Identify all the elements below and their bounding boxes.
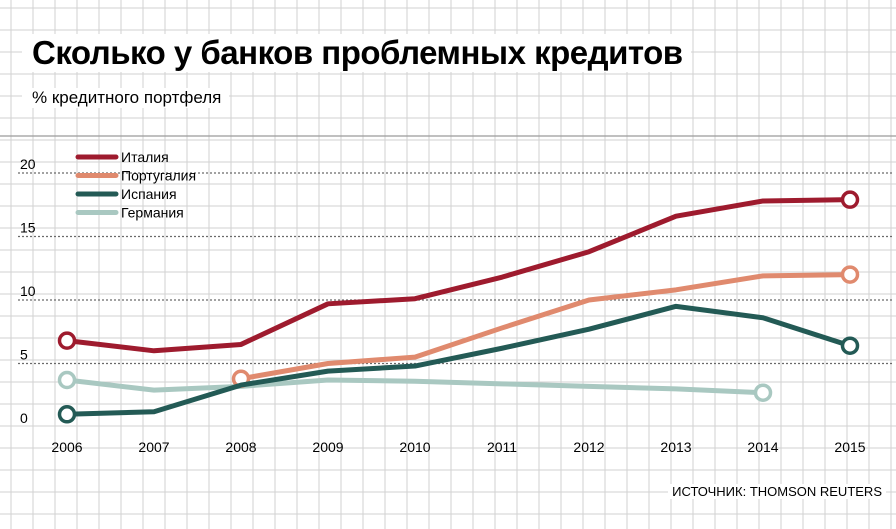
y-tick-label: 5 (20, 347, 28, 363)
data-point (152, 410, 156, 414)
data-point (840, 190, 860, 209)
data-point (57, 370, 77, 390)
legend-label: Италия (121, 149, 169, 165)
data-point (326, 378, 330, 382)
legend: Италия Португалия Испания Германия (75, 149, 196, 221)
data-point (840, 336, 860, 355)
series-line-0 (64, 197, 853, 354)
data-point (57, 405, 77, 424)
data-point (500, 346, 504, 350)
data-point (761, 274, 765, 278)
data-point (587, 327, 591, 331)
data-point (761, 316, 765, 320)
y-tick-label: 10 (20, 283, 36, 299)
x-tick-label: 2012 (573, 439, 604, 455)
series-line-1 (238, 272, 853, 382)
data-point (674, 304, 678, 308)
data-point (840, 265, 860, 284)
data-point (413, 379, 417, 383)
x-tick-label: 2013 (660, 439, 691, 455)
legend-label: Германия (121, 205, 184, 221)
x-tick-label: 2006 (51, 439, 82, 455)
x-tick-label: 2014 (747, 439, 778, 455)
data-point (500, 275, 504, 279)
y-tick-label: 0 (20, 410, 28, 426)
data-point (500, 326, 504, 330)
source-note: ИСТОЧНИК: THOMSON REUTERS (668, 484, 886, 499)
x-tick-labels: 2006 2007 2008 2009 2010 2011 2012 2013 2014 2015 (51, 439, 865, 455)
x-tick-label: 2009 (312, 439, 343, 455)
data-point (326, 362, 330, 365)
data-point (753, 383, 773, 402)
data-point (587, 384, 591, 388)
legend-label: Испания (121, 186, 177, 202)
chart-title: Сколько у банков проблемных кредитов (22, 34, 691, 72)
x-tick-label: 2007 (138, 439, 169, 455)
x-tick-label: 2010 (399, 439, 430, 455)
data-point (761, 199, 765, 203)
data-point (326, 369, 330, 373)
data-point (500, 382, 504, 386)
data-point (587, 250, 591, 254)
data-point (57, 331, 77, 350)
series-line-2 (64, 303, 853, 417)
x-tick-label: 2008 (225, 439, 256, 455)
y-tick-label: 15 (20, 220, 36, 236)
data-point (239, 342, 243, 346)
data-point (413, 364, 417, 368)
data-point (326, 302, 330, 306)
x-tick-label: 2015 (834, 439, 865, 455)
data-point (413, 355, 417, 359)
series-lines (57, 190, 860, 424)
data-point (674, 214, 678, 218)
data-point (674, 288, 678, 292)
x-tick-label: 2011 (487, 439, 517, 455)
legend-label: Португалия (121, 168, 196, 184)
data-point (239, 383, 243, 387)
data-point (152, 388, 156, 392)
y-tick-labels: 0 5 10 15 20 (20, 156, 36, 426)
data-point (674, 387, 678, 391)
chart-subtitle: % кредитного портфеля (22, 88, 230, 108)
y-tick-label: 20 (20, 156, 36, 172)
data-point (413, 297, 417, 301)
data-point (152, 349, 156, 353)
y-gridlines (18, 172, 892, 365)
data-point (587, 298, 591, 302)
